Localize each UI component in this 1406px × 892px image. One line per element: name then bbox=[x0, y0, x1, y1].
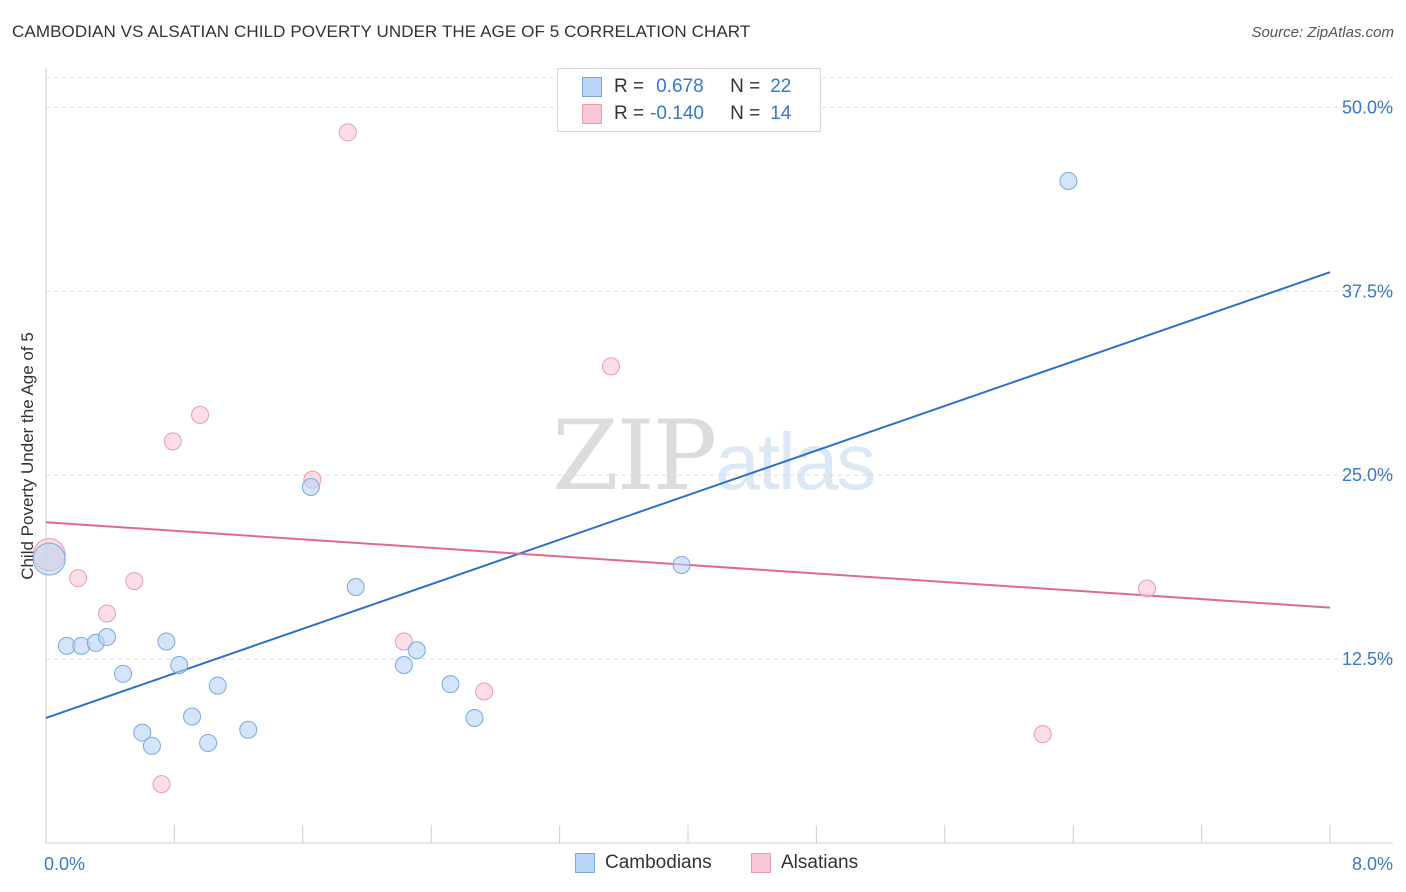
point-cambodians bbox=[97, 628, 116, 647]
point-cambodians bbox=[183, 707, 202, 726]
y-tick-label: 37.5% bbox=[1342, 281, 1393, 301]
point-cambodians bbox=[133, 723, 152, 742]
point-cambodians bbox=[239, 720, 258, 739]
point-cambodians bbox=[346, 578, 365, 597]
point-cambodians bbox=[407, 641, 426, 660]
point-alsatians bbox=[125, 572, 144, 591]
point-alsatians bbox=[1033, 725, 1052, 744]
point-alsatians bbox=[97, 604, 116, 623]
cambodian-swatch bbox=[582, 77, 602, 97]
n-value: 22 bbox=[770, 76, 792, 97]
point-cambodians bbox=[301, 477, 320, 496]
point-cambodians bbox=[199, 733, 218, 752]
axes bbox=[45, 68, 1393, 844]
n-label: N = bbox=[730, 103, 761, 124]
point-alsatians bbox=[394, 632, 413, 651]
point-alsatians bbox=[69, 569, 88, 588]
point-cambodians bbox=[208, 676, 227, 695]
y-tick-label: 12.5% bbox=[1342, 649, 1393, 669]
r-value: 0.678 bbox=[656, 76, 704, 97]
y-axis-label: Child Poverty Under the Age of 5 bbox=[18, 332, 37, 580]
correlation-legend: R = 0.678 N = 22 R = -0.140 N = 14 bbox=[557, 68, 821, 132]
tick-labels: 12.5% 25.0% 37.5% 50.0% 0.0% 8.0% bbox=[44, 97, 1393, 874]
r-value: -0.140 bbox=[650, 103, 704, 124]
source-credit: Source: ZipAtlas.com bbox=[1251, 24, 1394, 41]
point-alsatians bbox=[1138, 579, 1157, 598]
point-cambodians bbox=[32, 542, 66, 576]
chart-title: CAMBODIAN VS ALSATIAN CHILD POVERTY UNDE… bbox=[12, 22, 751, 41]
point-cambodians bbox=[142, 736, 161, 755]
trend-lines bbox=[45, 271, 1331, 719]
x-tick-label: 8.0% bbox=[1352, 854, 1393, 874]
point-cambodians bbox=[157, 632, 176, 651]
point-alsatians bbox=[338, 123, 357, 142]
point-cambodians bbox=[170, 655, 189, 674]
point-cambodians bbox=[465, 708, 484, 727]
legend-label-cambodians: Cambodians bbox=[605, 852, 712, 873]
point-alsatians bbox=[475, 682, 494, 701]
n-label: N = bbox=[730, 76, 761, 97]
cambodian-swatch bbox=[575, 853, 595, 873]
point-alsatians bbox=[152, 775, 171, 794]
point-alsatians bbox=[163, 432, 182, 451]
legend-item-alsatians: Alsatians bbox=[751, 852, 858, 874]
legend-row-alsatians: R = -0.140 N = 14 bbox=[582, 101, 791, 127]
point-cambodians bbox=[114, 664, 133, 683]
point-alsatians bbox=[191, 405, 210, 424]
y-tick-label: 25.0% bbox=[1342, 465, 1393, 485]
gridlines bbox=[46, 77, 1393, 660]
point-alsatians bbox=[601, 357, 620, 376]
legend-item-cambodians: Cambodians bbox=[575, 852, 712, 874]
data-points bbox=[32, 123, 1157, 794]
alsatian-swatch bbox=[751, 853, 771, 873]
point-cambodians bbox=[441, 675, 460, 694]
n-value: 14 bbox=[770, 103, 792, 124]
trend-line-cambodians bbox=[45, 271, 1331, 719]
point-cambodians bbox=[672, 555, 691, 574]
alsatian-swatch bbox=[582, 104, 602, 124]
y-tick-label: 50.0% bbox=[1342, 97, 1393, 117]
point-cambodians bbox=[1059, 171, 1078, 190]
point-cambodians bbox=[394, 655, 413, 674]
legend-row-cambodians: R = 0.678 N = 22 bbox=[582, 74, 791, 100]
x-tick-label: 0.0% bbox=[44, 854, 85, 874]
legend-label-alsatians: Alsatians bbox=[781, 852, 859, 873]
r-label: R = bbox=[614, 103, 645, 124]
r-label: R = bbox=[614, 76, 645, 97]
